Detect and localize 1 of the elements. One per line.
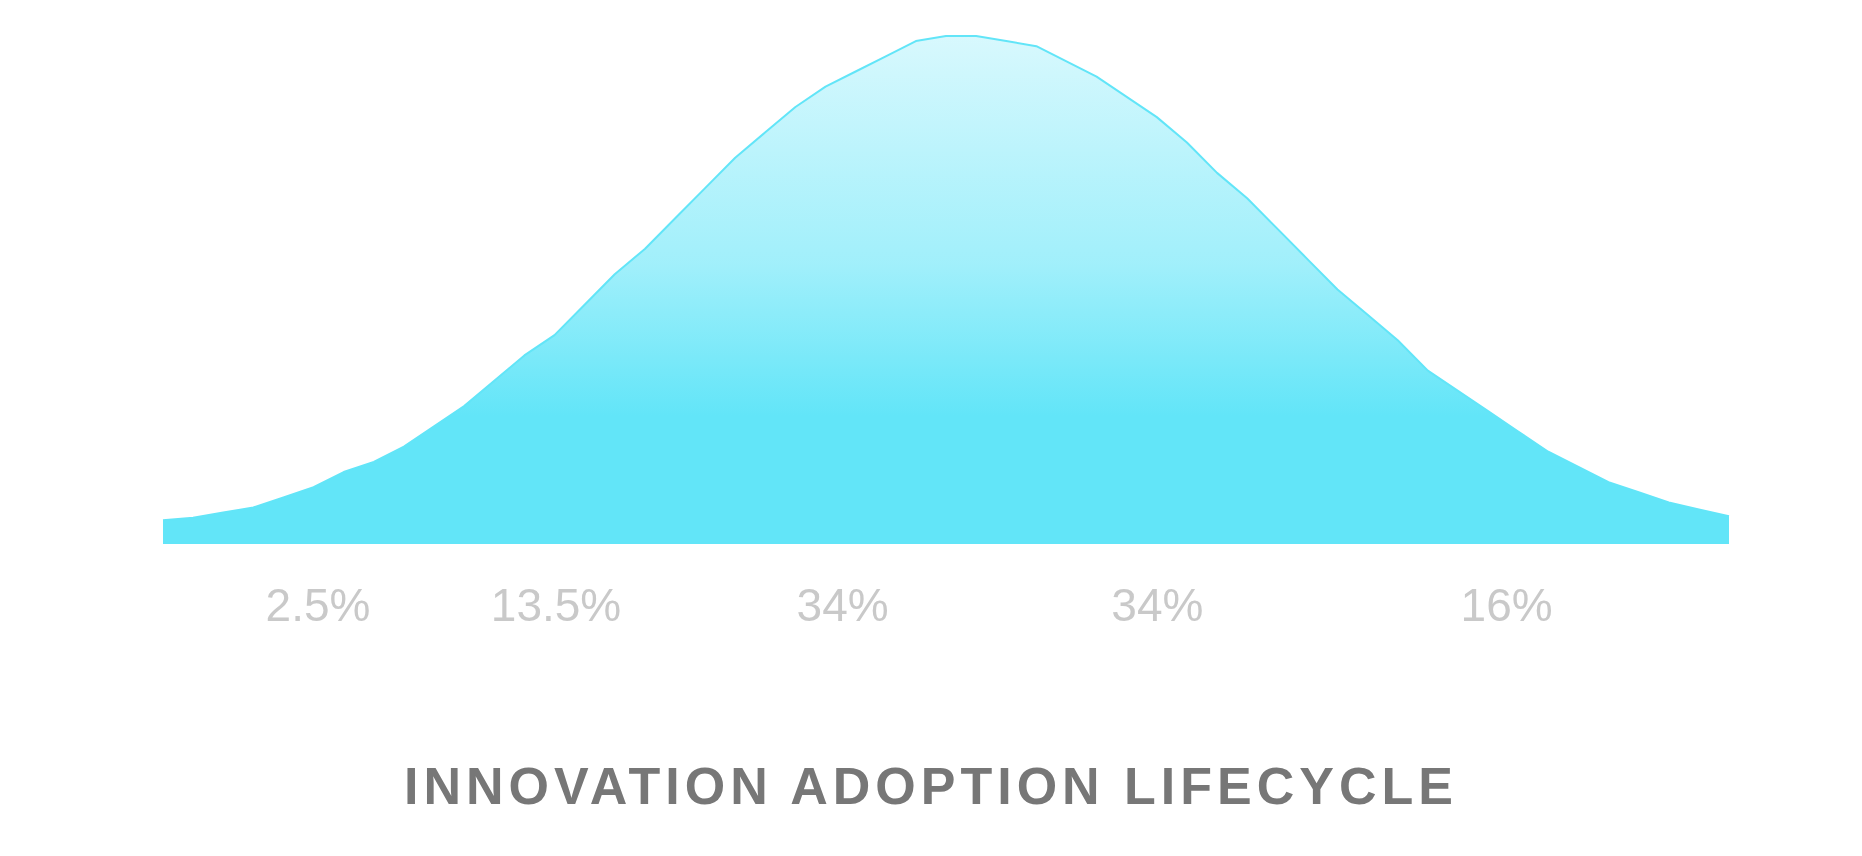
text: INNOVATION ADOPTION LIFECYCLE: [402, 756, 1459, 816]
